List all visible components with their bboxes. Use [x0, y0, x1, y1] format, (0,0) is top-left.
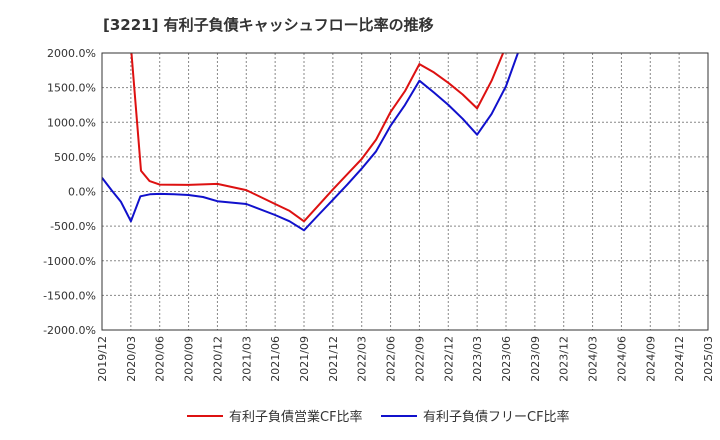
x-tick-label: 2021/12: [327, 336, 340, 382]
x-tick-label: 2023/03: [471, 336, 484, 382]
x-tick-label: 2022/06: [385, 336, 398, 382]
legend-item-1: 有利子負債営業CF比率: [187, 409, 363, 425]
x-tick-label: 2020/12: [211, 336, 224, 382]
x-tick-label: 2021/03: [240, 336, 253, 382]
x-tick-label: 2023/06: [500, 336, 513, 382]
x-tick-label: 2023/12: [558, 336, 571, 382]
x-axis-ticks: 2019/12 2020/03 2020/06 2020/09 2020/12 2021/…: [96, 336, 715, 382]
y-tick-label: 1500.0%: [47, 82, 96, 95]
x-tick-label: 2023/09: [529, 336, 542, 382]
y-tick-label: 0.0%: [68, 186, 96, 199]
x-tick-label: 2020/06: [154, 336, 167, 382]
x-tick-label: 2024/12: [673, 336, 686, 382]
x-tick-label: 2020/09: [183, 336, 196, 382]
x-tick-label: 2021/06: [269, 336, 282, 382]
grid-layer: [102, 53, 708, 330]
plot-frame: [101, 52, 709, 331]
x-tick-label: 2022/03: [356, 336, 369, 382]
y-tick-label: -500.0%: [50, 220, 96, 233]
x-tick-label: 2025/03: [702, 336, 715, 382]
y-tick-label: -1500.0%: [43, 289, 96, 302]
y-tick-label: -1000.0%: [43, 255, 96, 268]
series-layer: [102, 53, 519, 232]
x-tick-label: 2024/09: [644, 336, 657, 382]
y-tick-label: 1000.0%: [47, 116, 96, 129]
y-axis-ticks: -2000.0% -1500.0% -1000.0% -500.0% 0.0% 500.0…: [43, 47, 96, 337]
x-tick-label: 2021/09: [298, 336, 311, 382]
x-tick-label: 2020/03: [125, 336, 138, 382]
y-tick-label: 500.0%: [54, 151, 96, 164]
series-line-1: [130, 53, 505, 223]
legend-label: 有利子負債フリーCF比率: [423, 409, 570, 425]
chart-title: [3221] 有利子負債キャッシュフロー比率の推移: [103, 16, 434, 34]
y-tick-label: -2000.0%: [43, 324, 96, 337]
x-tick-label: 2024/06: [615, 336, 628, 382]
x-tick-label: 2019/12: [96, 336, 109, 382]
legend-item-2: 有利子負債フリーCF比率: [381, 409, 570, 425]
x-tick-label: 2022/12: [442, 336, 455, 382]
legend-label: 有利子負債営業CF比率: [229, 409, 363, 425]
legend: 有利子負債営業CF比率 有利子負債フリーCF比率: [187, 409, 570, 425]
series-line-2: [102, 53, 519, 232]
x-tick-label: 2024/03: [587, 336, 600, 382]
y-tick-label: 2000.0%: [47, 47, 96, 60]
x-tick-label: 2022/09: [413, 336, 426, 382]
